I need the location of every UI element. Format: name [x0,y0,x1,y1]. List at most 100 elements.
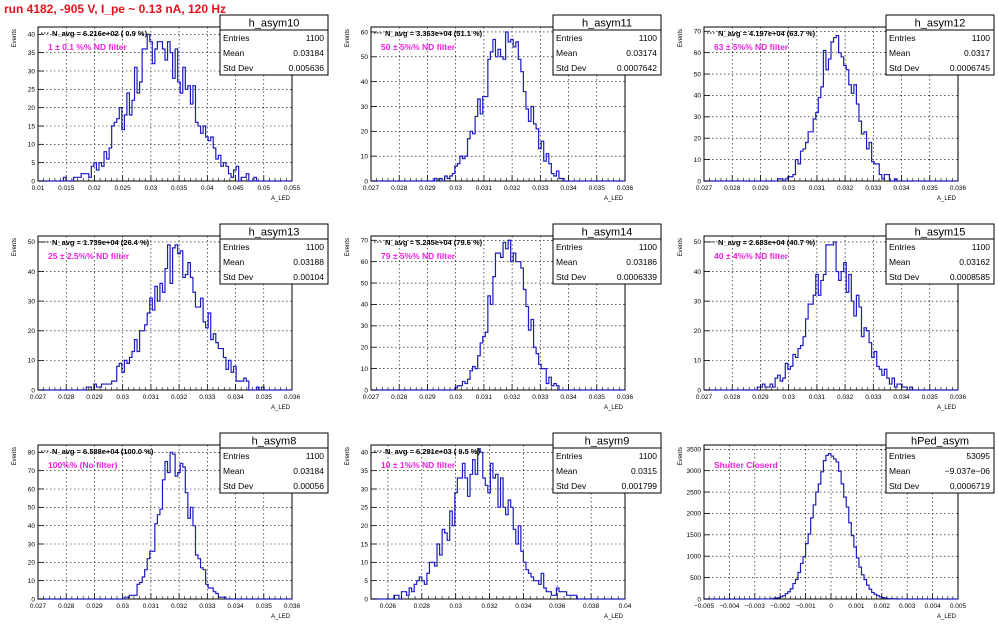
x-axis-label: A_LED [937,614,957,620]
stats-value: 0.03184 [293,466,324,476]
x-tick-label: 0.034 [227,394,244,401]
stats-box [219,432,329,494]
filter-label: 50 ± 5%% ND filter [381,42,456,52]
y-tick-label: 80 [28,450,36,457]
x-tick-label: 0.034 [893,185,910,192]
stats-value: 0.03186 [626,257,657,267]
x-tick-label: 0.036 [284,394,301,401]
page-title: run 4182, -905 V, I_pe ~ 0.13 nA, 120 Hz [4,2,227,16]
x-tick-label: 0.033 [199,394,216,401]
y-tick-label: 0 [364,178,368,185]
stats-box [552,14,662,76]
x-tick-label: 0.033 [199,603,216,610]
stats-value: 1100 [972,242,991,252]
x-tick-label: 0.035 [589,394,606,401]
plot-frame [37,444,293,600]
x-tick-label: 0.035 [171,185,188,192]
y-tick-label: 10 [28,578,36,585]
x-tick-label: 0.029 [86,603,103,610]
x-tick-label: 0.003 [899,603,916,610]
x-axis-label: A_LED [271,614,291,620]
stats-title: h_asym11 [582,18,632,30]
y-tick-label: 60 [361,29,369,36]
x-tick-label: 0.033 [532,185,549,192]
histogram-panel-h_asym12: 0.027 0.028 0.029 0.03 0.031 0.032 0.033 0.034 0… [678,14,995,202]
x-tick-label: 0.033 [865,394,882,401]
x-tick-label: 0.029 [752,185,769,192]
x-tick-label: 0.031 [476,394,493,401]
x-tick-label: −0.002 [770,603,790,610]
x-tick-label: 0.027 [30,394,47,401]
stats-value: 1100 [306,242,325,252]
stats-value: 0.00104 [293,272,324,282]
stats-value: 1100 [639,242,658,252]
stats-value: 0.0008585 [950,272,990,282]
histogram-line [704,34,958,182]
y-tick-label: 20 [361,129,369,136]
x-tick-label: 0.027 [696,394,713,401]
stats-box [885,432,995,494]
y-tick-label: 20 [28,105,36,112]
stats-key: Std Dev [223,63,254,73]
stats-value: 0.0006745 [950,63,990,73]
y-tick-label: 1500 [687,532,702,539]
navg-label: N_avg = 1.739e+04 (26.4 %) [52,238,150,247]
y-tick-label: 50 [28,505,36,512]
y-tick-label: 20 [694,328,702,335]
y-tick-label: 40 [694,93,702,100]
x-tick-label: 0.031 [143,603,160,610]
y-axis-label: Events [678,29,684,47]
stats-value: 0.03184 [293,48,324,58]
x-tick-label: 0.04 [619,603,632,610]
y-tick-label: 70 [694,29,702,36]
histogram-panel-h_asym11: 0.027 0.028 0.029 0.03 0.031 0.032 0.033 0.034 0… [345,14,662,202]
histogram-panel-h_asym8: 0.027 0.028 0.029 0.03 0.031 0.032 0.033 0.034 0… [12,432,329,620]
x-tick-label: 0.004 [924,603,941,610]
x-tick-label: 0.036 [950,185,967,192]
stats-value: 53095 [966,451,990,461]
x-tick-label: 0.026 [380,603,397,610]
x-tick-label: 0 [829,603,833,610]
stats-key: Mean [556,466,578,476]
stats-value: 0.03174 [626,48,657,58]
x-tick-label: 0.031 [476,185,493,192]
y-tick-label: 25 [28,87,36,94]
y-tick-label: 70 [361,238,369,245]
x-tick-label: 0.03 [116,394,129,401]
stats-value: 0.00056 [293,481,324,491]
x-tick-label: 0.025 [115,185,132,192]
x-tick-label: 0.034 [560,394,577,401]
x-tick-label: 0.036 [617,185,634,192]
plot-frame [37,26,293,182]
x-tick-label: 0.029 [419,185,436,192]
y-tick-label: 0 [697,596,701,603]
y-tick-label: 40 [361,450,369,457]
x-axis-label: A_LED [271,196,291,202]
y-tick-label: 20 [28,560,36,567]
stats-key: Entries [223,33,249,43]
x-tick-label: 0.03 [449,185,462,192]
y-tick-label: 40 [28,32,36,39]
stats-key: Std Dev [889,63,920,73]
filter-label: 25 ± 2.5%% ND filter [48,251,130,261]
x-tick-label: −0.001 [796,603,816,610]
y-axis-label: Events [12,447,18,465]
plot-frame [370,235,626,391]
y-tick-label: 50 [361,280,369,287]
y-tick-label: 2000 [687,511,702,518]
stats-title: h_asym10 [249,18,300,30]
x-tick-label: 0.032 [837,394,854,401]
plot-frame [37,235,293,391]
histogram-line [371,31,625,182]
navg-label: N_avg = 6.216e+02 ( 0.9 %) [52,29,148,38]
stats-key: Mean [556,257,578,267]
stats-key: Mean [889,466,911,476]
y-tick-label: 10 [694,358,702,365]
y-tick-label: 30 [361,323,369,330]
x-tick-label: 0.034 [227,603,244,610]
stats-key: Entries [889,451,915,461]
y-tick-label: 0 [31,387,35,394]
histogram-panel-h_asym13: 0.027 0.028 0.029 0.03 0.031 0.032 0.033 0.034 0… [12,223,329,411]
x-tick-label: 0.032 [481,603,498,610]
